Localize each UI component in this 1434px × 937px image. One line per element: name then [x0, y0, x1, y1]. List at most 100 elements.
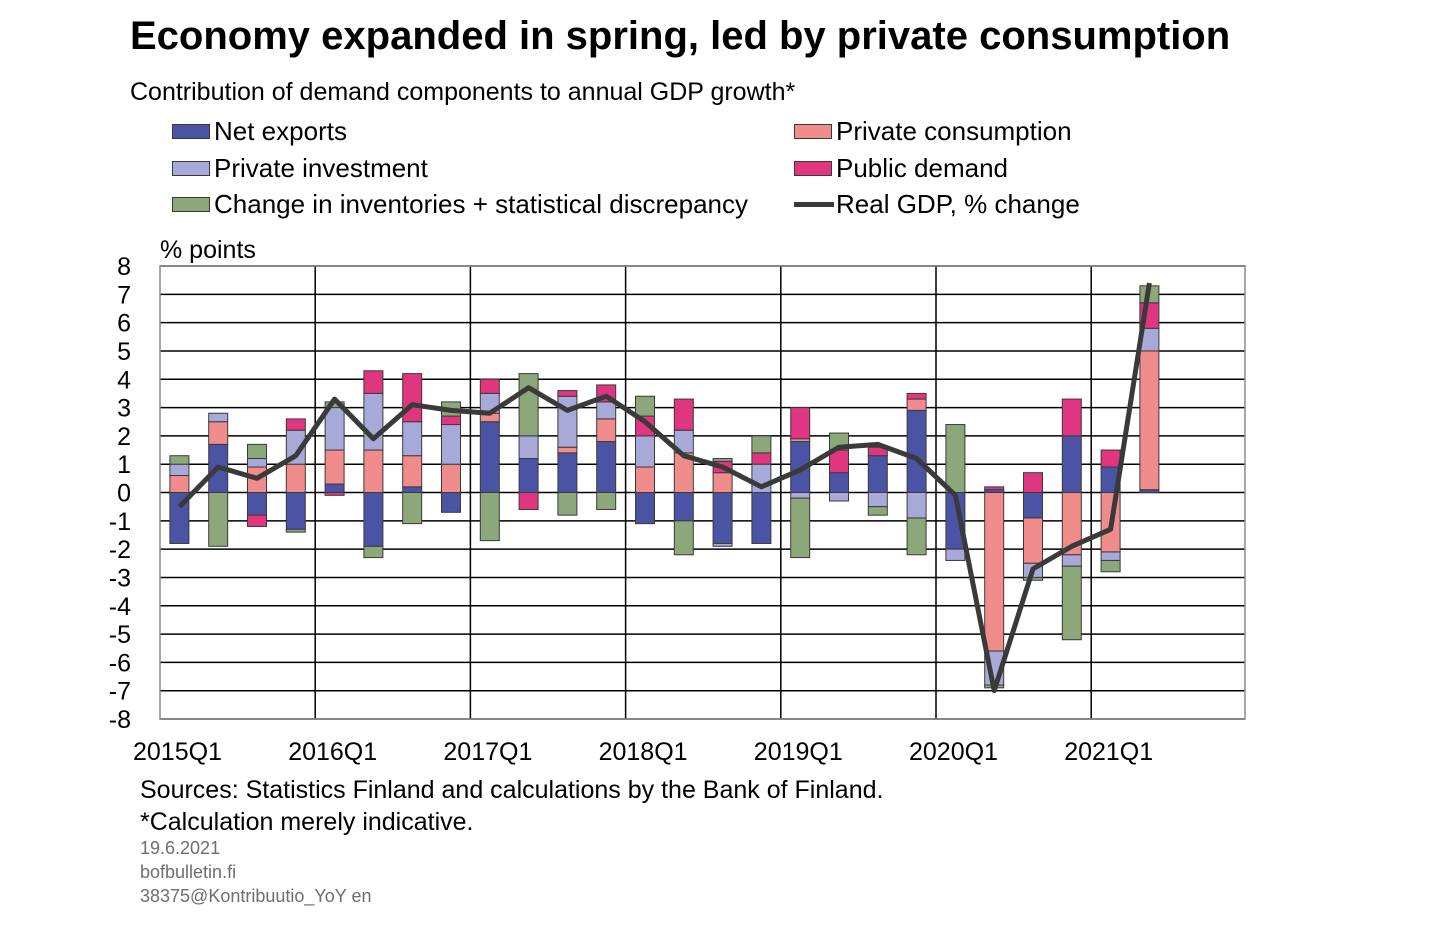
legend-swatch-inventories — [172, 197, 210, 212]
bar-segment — [596, 492, 617, 510]
bar-segment — [479, 421, 500, 493]
bar-segment — [169, 463, 190, 477]
bar-segment — [596, 441, 617, 494]
bar-segment — [324, 483, 345, 494]
y-tick-label: 8 — [117, 253, 131, 281]
bar-segment — [402, 373, 423, 423]
x-tick-label: 2018Q1 — [599, 738, 688, 766]
bar-segment — [324, 492, 345, 496]
bar-segment — [673, 492, 694, 522]
bar-segment — [751, 492, 772, 544]
bar-segment — [285, 418, 306, 431]
bar-segment — [247, 458, 267, 468]
bar-segment — [1023, 517, 1043, 564]
bar-segment — [247, 492, 267, 516]
bar-segment — [945, 424, 966, 493]
bar-segment — [867, 446, 888, 457]
bar-segment — [1023, 492, 1043, 519]
bar-segment — [751, 452, 772, 465]
bar-segment — [712, 458, 733, 462]
legend-private-investment: Private investment — [172, 153, 428, 184]
bar-segment — [441, 492, 461, 513]
bar-segment — [635, 395, 655, 417]
y-tick-label: 3 — [117, 395, 131, 423]
legend-swatch-real-gdp — [794, 202, 834, 207]
y-tick-label: 6 — [117, 310, 131, 338]
bar-segment — [363, 392, 384, 451]
legend-real-gdp: Real GDP, % change — [794, 189, 1080, 220]
bar-segment — [402, 421, 423, 457]
bar-segment — [518, 435, 539, 460]
y-tick-label: -6 — [109, 649, 131, 677]
bar-segment — [829, 472, 849, 493]
bar-segment — [247, 443, 267, 460]
bar-segment — [1100, 449, 1121, 468]
legend-swatch-private-consumption — [794, 124, 832, 139]
calculation-note: *Calculation merely indicative. — [140, 808, 474, 836]
legend-public-demand: Public demand — [794, 153, 1008, 184]
chart-title: Economy expanded in spring, led by priva… — [130, 14, 1231, 58]
bar-segment — [1023, 576, 1043, 581]
bar-segment — [906, 392, 927, 400]
bar-segment — [518, 458, 539, 493]
bar-segment — [984, 492, 1005, 652]
y-tick-label: 4 — [117, 366, 131, 394]
bar-segment — [906, 409, 927, 493]
bar-segment — [402, 455, 423, 488]
legend-label-private-investment: Private investment — [214, 153, 428, 183]
bar-segment — [518, 373, 539, 437]
chart-code: 38375@Kontribuutio_YoY en — [140, 886, 372, 906]
legend-swatch-public-demand — [794, 161, 832, 176]
bar-segment — [479, 378, 500, 394]
bar-segment — [363, 449, 384, 493]
bar-segment — [324, 449, 345, 485]
bar-segment — [208, 492, 229, 547]
x-tick-label: 2017Q1 — [443, 738, 532, 766]
y-tick-label: -5 — [109, 621, 131, 649]
bar-segment — [906, 492, 927, 519]
legend-inventories: Change in inventories + statistical disc… — [172, 189, 748, 220]
bar-segment — [363, 545, 384, 559]
bar-segment — [169, 475, 190, 494]
bar-segment — [557, 452, 578, 493]
legend-private-consumption: Private consumption — [794, 116, 1072, 147]
bar-segment — [635, 492, 655, 525]
y-tick-label: 1 — [117, 451, 131, 479]
y-axis-unit-label: % points — [160, 236, 256, 264]
bar-segment — [596, 401, 617, 420]
bar-segment — [518, 492, 539, 510]
bar-segment — [363, 370, 384, 394]
bar-segment — [790, 497, 811, 559]
bar-segment — [673, 398, 694, 431]
bar-segment — [441, 415, 461, 426]
legend-label-net-exports: Net exports — [214, 116, 347, 146]
bar-segment — [906, 517, 927, 556]
y-tick-label: -2 — [109, 536, 131, 564]
bar-segment — [441, 463, 461, 493]
bar-segment — [1100, 559, 1121, 573]
bar-segment — [790, 407, 811, 440]
bar-segment — [635, 466, 655, 493]
bar-segment — [557, 390, 578, 397]
bar-segment — [285, 463, 306, 493]
sources-note: Sources: Statistics Finland and calculat… — [140, 776, 884, 804]
bar-segment — [790, 492, 811, 499]
bar-segment — [984, 486, 1005, 491]
legend-label-inventories: Change in inventories + statistical disc… — [214, 189, 749, 219]
x-tick-label: 2015Q1 — [133, 738, 222, 766]
bar-segment — [363, 492, 384, 547]
legend-label-real-gdp: Real GDP, % change — [836, 189, 1080, 219]
y-tick-label: 5 — [117, 338, 131, 366]
bar-segment — [635, 435, 655, 468]
bar-segment — [402, 486, 423, 493]
bar-segment — [712, 472, 733, 493]
bar-segment — [596, 418, 617, 443]
bar-segment — [402, 492, 423, 525]
legend-label-private-consumption: Private consumption — [836, 116, 1072, 146]
bar-segment — [1061, 565, 1082, 641]
bar-segment — [479, 492, 500, 542]
bar-segment — [945, 548, 966, 561]
bar-segment — [285, 528, 306, 533]
bar-segment — [324, 407, 345, 451]
